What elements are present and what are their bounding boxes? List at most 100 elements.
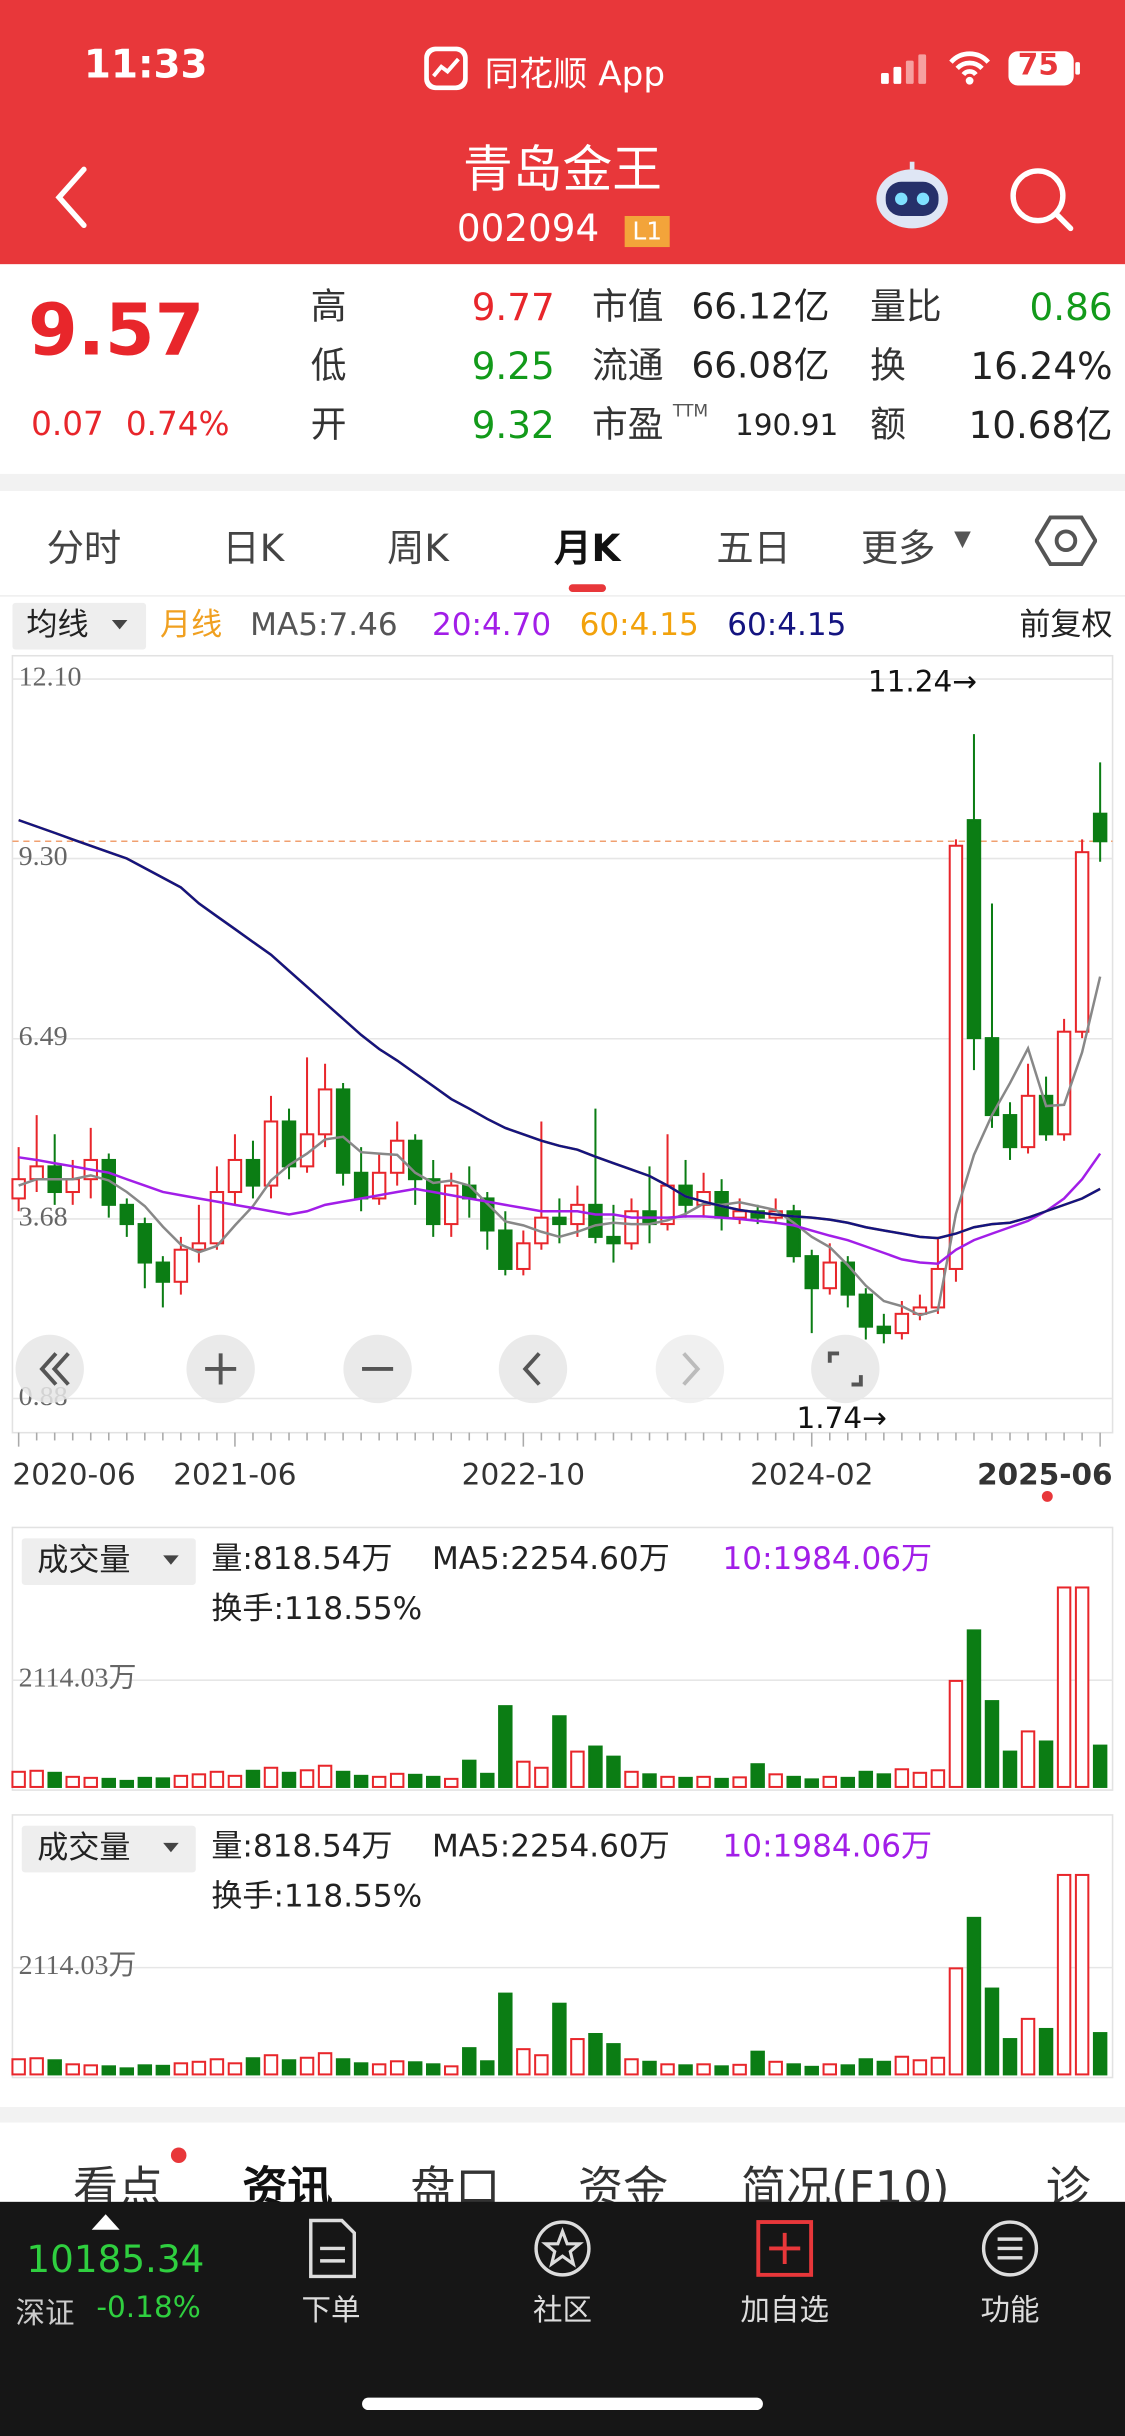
volume-bar	[588, 2033, 603, 2076]
volume-bar	[65, 2063, 80, 2076]
back-button[interactable]	[47, 163, 97, 231]
x-tick-label: 2022-10	[462, 1458, 585, 1492]
volume-bar	[299, 1769, 315, 1788]
volume-bar	[516, 1760, 531, 1788]
y-tick-label: 6.49	[19, 1021, 68, 1052]
legend-entry: 20:4.70	[432, 607, 551, 643]
candle-body	[498, 1229, 513, 1270]
candle-body	[281, 1120, 297, 1168]
volume-bar	[425, 1775, 441, 1788]
volume-bar	[335, 2058, 351, 2076]
period-tab[interactable]: 分时	[46, 526, 122, 571]
volume-bar	[137, 1776, 153, 1788]
candle-body	[966, 819, 982, 1040]
volume-bar	[227, 2062, 243, 2076]
stat-value: 66.12亿	[691, 287, 830, 328]
volume-bar	[155, 1777, 171, 1788]
volume-bar	[732, 1776, 747, 1788]
stat-label: 市值	[592, 287, 664, 328]
nav-icons	[309, 2218, 1039, 2279]
annotation: 1.74→	[796, 1401, 886, 1435]
nav-label[interactable]: 下单	[301, 2293, 361, 2328]
candle-body	[876, 1325, 892, 1335]
y-tick-label: 12.10	[19, 661, 82, 692]
ma-line	[18, 976, 1102, 1317]
scroll-left[interactable]	[498, 1334, 568, 1404]
nav-label[interactable]: 加自选	[740, 2293, 830, 2328]
candle-body	[245, 1158, 261, 1187]
index-value: 10185.34	[26, 2237, 205, 2282]
candle-body	[516, 1242, 531, 1270]
stat-label: 高	[310, 287, 347, 328]
period-label: 月线	[160, 607, 222, 643]
candle-body	[335, 1088, 351, 1174]
volume-bar	[1074, 1873, 1090, 2076]
indicator-select[interactable]	[21, 1538, 196, 1585]
volume-bar	[317, 1764, 333, 1788]
candle-body	[173, 1248, 189, 1283]
stat-value: 16.24%	[970, 344, 1113, 389]
volume-bar	[335, 1770, 351, 1788]
expand-arrow[interactable]	[90, 2213, 121, 2232]
candle-body	[137, 1223, 153, 1264]
search-button[interactable]	[1007, 165, 1075, 233]
volume-bar	[209, 1770, 225, 1788]
volume-bar	[425, 2063, 441, 2076]
volume-label: 量:818.54万	[211, 1829, 392, 1865]
nav-label[interactable]: 社区	[532, 2293, 593, 2328]
period-tab[interactable]: 周K	[387, 526, 449, 571]
scroll-left-fast[interactable]	[15, 1334, 84, 1404]
indicator-select[interactable]	[21, 1825, 196, 1873]
price-change: 0.07	[31, 405, 104, 443]
volume-bar	[804, 1778, 819, 1788]
volume-bar	[11, 2058, 26, 2076]
volume-bar	[47, 2059, 62, 2076]
volume-bar	[930, 1769, 946, 1788]
candle-body	[1002, 1114, 1018, 1149]
volume-bar	[876, 1773, 892, 1788]
volume-bar	[281, 1771, 297, 1788]
volume-label: 量:818.54万	[211, 1541, 392, 1577]
volume-title: 成交量	[37, 1830, 130, 1866]
candle-body	[1092, 812, 1108, 843]
candle-body	[840, 1261, 856, 1296]
candle-body	[822, 1261, 837, 1290]
candle-body	[858, 1293, 874, 1328]
stat-value: 9.25	[471, 344, 555, 389]
volume-bar	[353, 1774, 369, 1788]
volume-bar	[624, 1770, 639, 1788]
volume-bar	[191, 2060, 207, 2076]
volume-bar	[930, 2056, 946, 2076]
volume-bar	[407, 1773, 423, 1788]
fullscreen[interactable]	[811, 1334, 880, 1404]
plot-frame	[11, 654, 1114, 1434]
period-tab[interactable]: 月K	[554, 526, 621, 571]
y-tick-label: 3.68	[19, 1201, 68, 1232]
stat-label: 开	[310, 405, 347, 446]
stat-value: 9.32	[471, 404, 555, 448]
candle-body	[804, 1255, 819, 1290]
candle-body	[353, 1171, 369, 1200]
settings-button[interactable]	[1034, 513, 1098, 569]
nav-label[interactable]: 功能	[980, 2293, 1040, 2328]
period-tab[interactable]: 五日	[716, 526, 791, 571]
volume-bar	[570, 1750, 585, 1788]
candle-body	[624, 1210, 639, 1245]
period-tab[interactable]: 日K	[222, 526, 285, 571]
scroll-right[interactable]	[655, 1334, 725, 1404]
stock-code: 002094	[456, 206, 600, 251]
volume-bar	[516, 2048, 531, 2076]
candle-body	[894, 1312, 910, 1335]
volume-bar	[245, 1769, 261, 1788]
volume-bar	[1056, 1586, 1072, 1788]
volume-bar	[1074, 1586, 1090, 1788]
index-name: 深证	[15, 2296, 75, 2331]
period-tab[interactable]: 更多	[860, 526, 936, 571]
volume-bar	[1020, 1730, 1036, 1788]
volume-bar	[642, 2060, 657, 2076]
candle-body	[425, 1178, 441, 1226]
candle-body	[119, 1203, 135, 1226]
indicator-select[interactable]	[12, 602, 147, 650]
assistant-icon[interactable]	[873, 161, 951, 233]
